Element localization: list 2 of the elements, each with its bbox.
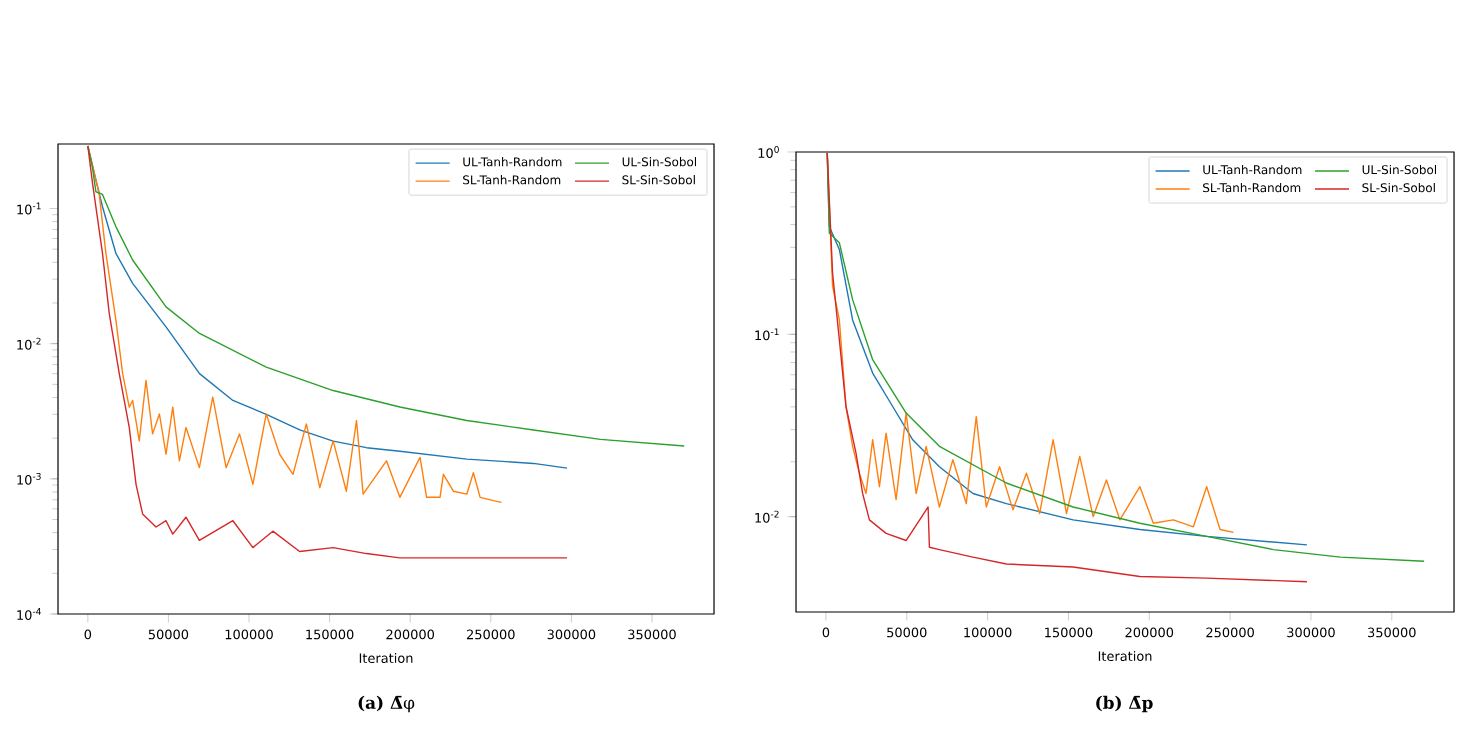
text: (a) Δ̄φ xyxy=(358,695,415,713)
text: (b) Δ̄p xyxy=(1096,695,1153,713)
